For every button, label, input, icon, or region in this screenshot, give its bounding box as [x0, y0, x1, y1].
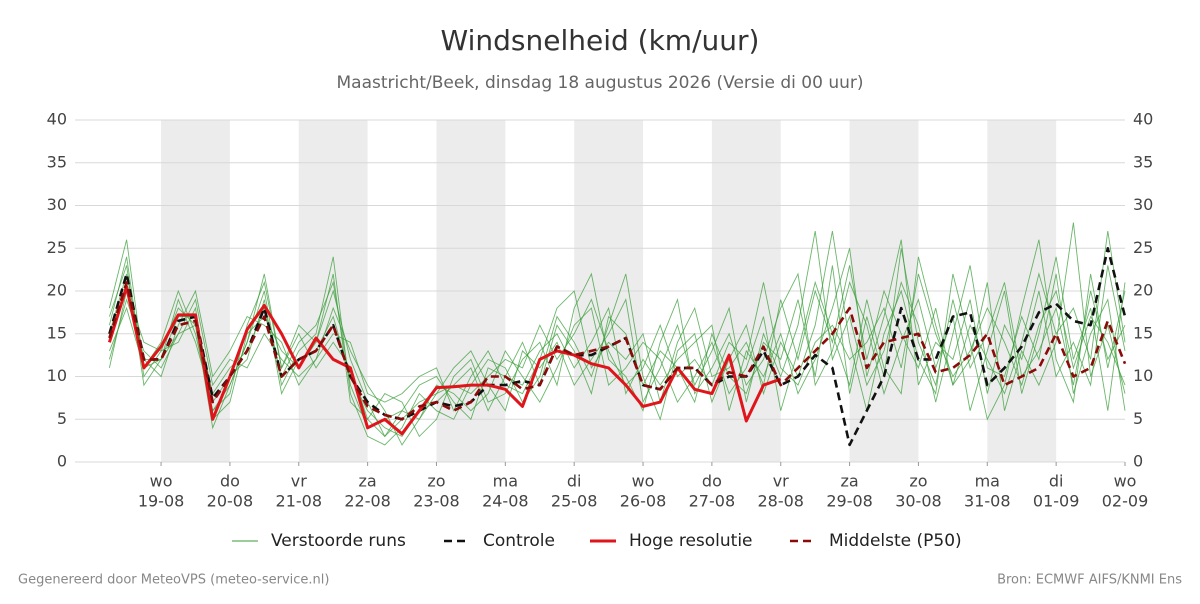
ensemble-line [108, 231, 1126, 438]
x-tick-label: 19-08 [138, 492, 185, 511]
y2-tick-label: 10 [1133, 366, 1153, 385]
y-tick-label: 5 [57, 409, 67, 428]
x-tick-label: 26-08 [620, 492, 667, 511]
x-tick-weekday: wo [632, 472, 655, 491]
chart-title: Windsnelheid (km/uur) [441, 24, 760, 57]
x-tick-weekday: do [702, 472, 722, 491]
x-tick-weekday: ma [493, 472, 518, 491]
x-tick-weekday: vr [291, 472, 307, 491]
ensemble-line [108, 265, 1126, 437]
series-line [108, 281, 1127, 421]
x-tick-label: 31-08 [964, 492, 1011, 511]
ensemble-line [108, 231, 1126, 412]
legend-label: Hoge resolutie [629, 531, 753, 551]
x-tick-weekday: wo [1114, 472, 1137, 491]
y-tick-label: 0 [57, 452, 67, 471]
x-tick-weekday: di [1049, 472, 1064, 491]
y2-tick-label: 0 [1133, 452, 1143, 471]
y-tick-label: 25 [47, 238, 67, 257]
x-tick-weekday: za [840, 472, 858, 491]
x-tick-label: 24-08 [482, 492, 529, 511]
x-tick-weekday: vr [773, 472, 789, 491]
legend-label: Controle [483, 531, 555, 551]
ensemble-line [108, 248, 1126, 438]
chart-subtitle: Maastricht/Beek, dinsdag 18 augustus 202… [336, 73, 863, 93]
y-tick-label: 35 [47, 152, 67, 171]
x-tick-label: 27-08 [689, 492, 736, 511]
x-tick-weekday: zo [427, 472, 445, 491]
series-line [107, 285, 782, 436]
y-tick-label: 30 [47, 195, 67, 214]
x-tick-label: 23-08 [413, 492, 460, 511]
x-tick-weekday: wo [150, 472, 173, 491]
x-tick-label: 30-08 [895, 492, 942, 511]
y2-tick-label: 25 [1133, 238, 1153, 257]
footer-right: Bron: ECMWF AIFS/KNMI Ens [997, 573, 1182, 588]
x-tick-label: 20-08 [207, 492, 254, 511]
x-tick-label: 01-09 [1033, 492, 1080, 511]
y2-tick-label: 20 [1133, 281, 1153, 300]
y2-tick-label: 35 [1133, 152, 1153, 171]
x-tick-weekday: di [567, 472, 582, 491]
y-tick-label: 20 [47, 281, 67, 300]
x-tick-label: 29-08 [826, 492, 873, 511]
x-tick-weekday: zo [909, 472, 927, 491]
y-tick-label: 40 [47, 110, 67, 129]
x-tick-weekday: za [359, 472, 377, 491]
legend-label: Middelste (P50) [829, 531, 962, 551]
x-tick-label: 21-08 [276, 492, 323, 511]
footer-left: Gegenereerd door MeteoVPS (meteo-service… [18, 573, 329, 588]
y-tick-label: 10 [47, 366, 67, 385]
x-tick-label: 28-08 [757, 492, 804, 511]
y2-tick-label: 30 [1133, 195, 1153, 214]
x-tick-label: 02-09 [1102, 492, 1149, 511]
x-tick-label: 22-08 [344, 492, 391, 511]
x-tick-label: 25-08 [551, 492, 598, 511]
x-tick-weekday: do [220, 472, 240, 491]
y-tick-label: 15 [47, 323, 67, 342]
y2-tick-label: 40 [1133, 110, 1153, 129]
y2-tick-label: 15 [1133, 323, 1153, 342]
legend-label: Verstoorde runs [271, 531, 406, 551]
x-tick-weekday: ma [975, 472, 1000, 491]
y2-tick-label: 5 [1133, 409, 1143, 428]
